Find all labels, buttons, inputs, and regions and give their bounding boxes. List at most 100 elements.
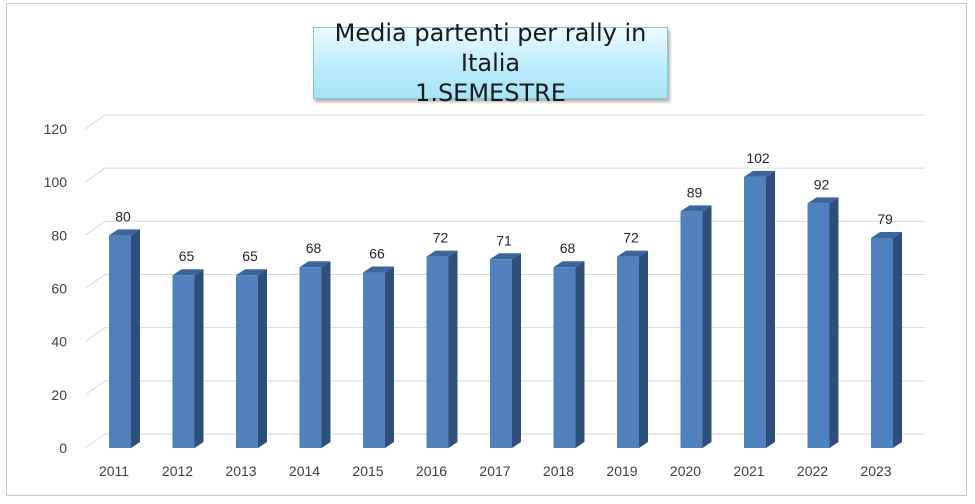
y-tick-label: 120: [44, 121, 68, 137]
x-tick-label-2015: 2015: [352, 463, 383, 479]
data-label-2022: 92: [814, 176, 830, 192]
x-tick-label-2013: 2013: [225, 463, 256, 479]
bar-2013: [236, 269, 267, 448]
gridline: [84, 167, 925, 183]
chart-title-box: Media partenti per rally in Italia 1.SEM…: [313, 19, 668, 107]
data-label-2019: 72: [623, 230, 639, 246]
bar-side: [512, 253, 521, 448]
bar-2023: [871, 231, 902, 448]
data-labels: 80 65 65 68 66 72 71 68 72 89 102 92 79: [115, 150, 893, 264]
gridline: [84, 114, 925, 130]
bar-2011: [109, 229, 140, 448]
bars: [109, 170, 902, 448]
bar-front: [617, 256, 639, 448]
x-tick-label-2012: 2012: [162, 463, 193, 479]
gridlines: [84, 114, 925, 449]
data-label-2016: 72: [433, 230, 449, 246]
x-tick-label-2014: 2014: [289, 463, 320, 479]
bar-front: [744, 176, 766, 448]
y-axis: 0 20 40 60 80 100 120: [44, 121, 68, 456]
bar-top: [490, 253, 521, 260]
x-tick-label-2023: 2023: [860, 463, 891, 479]
bar-top: [109, 229, 140, 236]
bar-side: [702, 205, 712, 448]
gridline: [84, 433, 925, 449]
data-label-2013: 65: [242, 248, 258, 264]
bar-2017: [490, 253, 521, 448]
bar-side: [829, 197, 839, 448]
bar-front: [426, 256, 449, 448]
y-tick-label: 80: [51, 227, 67, 243]
bar-front: [299, 267, 322, 448]
bar-top: [236, 269, 267, 276]
y-tick-label: 0: [59, 440, 67, 456]
bar-2022: [807, 197, 839, 448]
bar-front: [363, 272, 385, 448]
bar-2019: [617, 250, 648, 448]
bar-top: [744, 170, 775, 177]
x-tick-label-2016: 2016: [416, 463, 447, 479]
bar-2015: [363, 266, 394, 448]
bar-front: [236, 275, 258, 448]
bar-front: [680, 211, 703, 448]
y-tick-label: 100: [44, 174, 68, 190]
bar-top: [299, 261, 331, 268]
chart-title: Media partenti per rally in Italia: [334, 19, 647, 77]
data-label-2021: 102: [746, 150, 770, 166]
bar-2016: [426, 250, 458, 448]
x-tick-label-2019: 2019: [606, 463, 637, 479]
x-tick-label-2018: 2018: [543, 463, 574, 479]
gridline: [84, 220, 925, 236]
chart-subtitle: 1.SEMESTRE: [415, 79, 566, 107]
bar-side: [131, 229, 140, 448]
x-axis: 2011 2012 2013 2014 2015 2016 2017 2018 2019 2020…: [99, 463, 892, 479]
bar-top: [553, 261, 585, 268]
y-tick-label: 60: [51, 281, 67, 297]
bar-2021: [744, 170, 775, 448]
gridline: [84, 327, 925, 343]
bar-front: [109, 235, 131, 448]
bar-side: [385, 266, 394, 448]
bar-side: [321, 261, 331, 448]
bar-front: [490, 259, 512, 448]
bar-top: [363, 266, 394, 273]
bar-top: [871, 231, 902, 238]
bar-side: [194, 269, 204, 448]
gridline: [84, 274, 925, 289]
bar-2018: [553, 261, 585, 448]
bar-top: [426, 250, 458, 257]
bar-2014: [299, 261, 331, 448]
bar-side: [893, 231, 902, 448]
bar-front: [871, 237, 893, 448]
bar-top: [172, 269, 204, 276]
gridline: [84, 380, 925, 396]
data-label-2020: 89: [687, 184, 703, 200]
y-tick-label: 20: [51, 387, 67, 403]
y-tick-label: 40: [51, 334, 67, 350]
bar-front: [807, 203, 830, 448]
bar-side: [766, 170, 775, 448]
data-label-2012: 65: [179, 248, 195, 264]
x-tick-label-2020: 2020: [670, 463, 701, 479]
x-tick-label-2011: 2011: [99, 463, 129, 479]
data-label-2015: 66: [369, 246, 385, 262]
bar-2012: [172, 269, 204, 448]
x-tick-label-2021: 2021: [733, 463, 764, 479]
data-label-2018: 68: [560, 240, 576, 256]
bar-2020: [680, 205, 712, 448]
data-label-2014: 68: [306, 240, 322, 256]
data-label-2023: 79: [877, 211, 893, 227]
data-label-2017: 71: [496, 232, 512, 248]
bar-front: [172, 275, 195, 448]
x-tick-label-2017: 2017: [479, 463, 510, 479]
bar-side: [258, 269, 267, 448]
bar-side: [448, 250, 458, 448]
bar-side: [639, 250, 648, 448]
bar-front: [553, 267, 576, 448]
data-label-2011: 80: [115, 208, 131, 224]
bar-top: [680, 205, 712, 212]
x-tick-label-2022: 2022: [797, 463, 828, 479]
bar-side: [575, 261, 585, 448]
bar-top: [807, 197, 839, 204]
